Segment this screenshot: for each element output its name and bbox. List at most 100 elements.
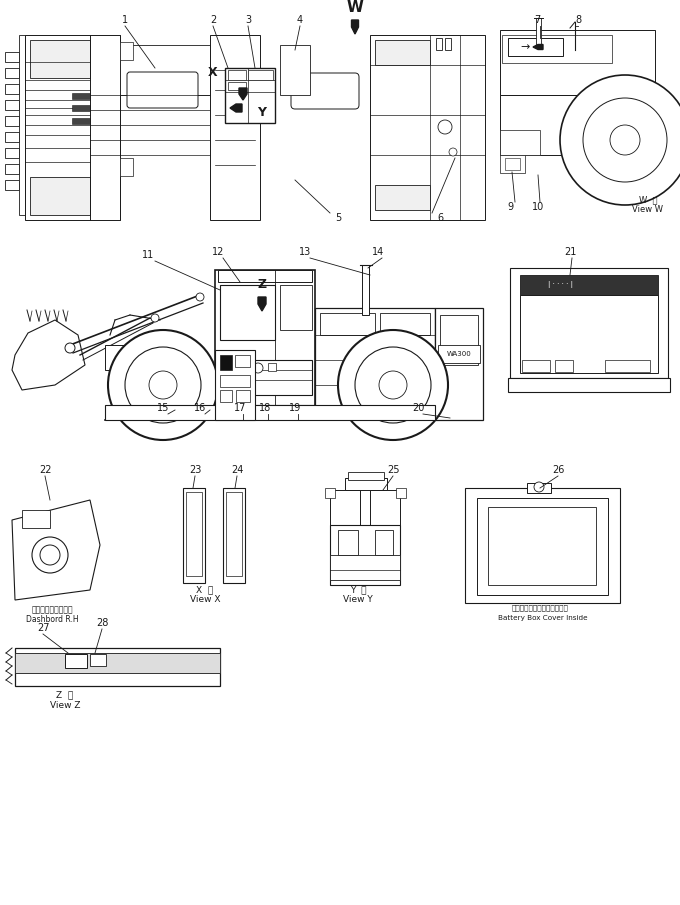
Circle shape xyxy=(355,347,431,423)
Bar xyxy=(30,177,90,215)
Text: 5: 5 xyxy=(335,213,341,223)
Circle shape xyxy=(253,363,263,373)
Bar xyxy=(438,345,480,363)
Text: WA300: WA300 xyxy=(447,351,471,357)
Circle shape xyxy=(149,371,177,399)
Bar xyxy=(370,490,400,525)
Bar xyxy=(505,158,520,170)
Bar xyxy=(5,52,19,62)
Circle shape xyxy=(449,148,457,156)
Bar xyxy=(220,355,232,370)
Bar xyxy=(500,155,525,173)
Bar xyxy=(500,95,580,155)
Bar xyxy=(330,525,400,585)
Text: 24: 24 xyxy=(231,465,243,475)
Circle shape xyxy=(338,330,448,440)
Bar xyxy=(236,390,250,402)
Text: 26: 26 xyxy=(551,465,564,475)
Bar xyxy=(508,38,563,56)
Bar xyxy=(120,42,133,60)
Bar xyxy=(65,654,87,668)
Bar xyxy=(15,648,220,686)
Text: 6: 6 xyxy=(437,213,443,223)
Bar xyxy=(338,530,358,555)
Text: 8: 8 xyxy=(575,15,581,25)
Text: →: → xyxy=(520,42,530,52)
Bar xyxy=(228,82,246,90)
Text: 15: 15 xyxy=(157,403,169,413)
Bar xyxy=(320,313,375,335)
Bar xyxy=(5,148,19,158)
Bar xyxy=(218,270,312,282)
Text: 27: 27 xyxy=(37,623,49,633)
FancyArrow shape xyxy=(258,297,266,311)
Bar xyxy=(235,355,250,367)
Bar xyxy=(186,492,202,576)
FancyArrow shape xyxy=(230,104,242,112)
Bar xyxy=(120,45,210,95)
Text: ダッシュボード右側: ダッシュボード右側 xyxy=(31,605,73,614)
Bar xyxy=(436,38,442,50)
Text: 16: 16 xyxy=(194,403,206,413)
Bar xyxy=(22,510,50,528)
Bar xyxy=(488,507,596,585)
Text: 3: 3 xyxy=(245,15,251,25)
Text: 20: 20 xyxy=(412,403,424,413)
Bar xyxy=(370,35,485,220)
Bar xyxy=(520,275,658,295)
Bar xyxy=(30,40,90,78)
Bar xyxy=(225,68,275,123)
Bar xyxy=(5,116,19,126)
FancyArrow shape xyxy=(352,20,358,34)
Bar xyxy=(280,285,312,330)
Bar xyxy=(508,378,670,392)
Text: Z: Z xyxy=(258,279,267,291)
Bar xyxy=(520,295,658,373)
Bar xyxy=(555,360,573,372)
Text: 12: 12 xyxy=(211,247,224,257)
Text: View Y: View Y xyxy=(343,595,373,605)
Circle shape xyxy=(151,314,159,322)
Text: View X: View X xyxy=(190,595,220,605)
Bar xyxy=(522,360,550,372)
Bar xyxy=(25,35,120,220)
Bar xyxy=(375,185,430,210)
Text: 17: 17 xyxy=(234,403,246,413)
Bar xyxy=(477,498,608,595)
Bar xyxy=(72,118,90,124)
Text: 13: 13 xyxy=(299,247,311,257)
Bar xyxy=(435,308,483,420)
Text: 9: 9 xyxy=(507,202,513,212)
Text: W: W xyxy=(347,1,363,15)
Bar xyxy=(215,270,315,410)
Bar xyxy=(502,35,612,63)
Bar xyxy=(228,70,246,80)
Bar xyxy=(5,68,19,78)
Circle shape xyxy=(379,371,407,399)
Bar xyxy=(330,555,400,580)
Text: X  視: X 視 xyxy=(197,586,214,595)
Bar xyxy=(527,483,551,493)
FancyArrow shape xyxy=(533,44,543,50)
Bar xyxy=(465,488,620,603)
Text: 2: 2 xyxy=(210,15,216,25)
Text: View W: View W xyxy=(632,205,664,214)
Bar xyxy=(345,478,387,490)
Bar xyxy=(280,45,310,95)
Circle shape xyxy=(534,482,544,492)
Text: W  視: W 視 xyxy=(639,195,658,205)
Bar xyxy=(268,363,276,371)
Bar xyxy=(90,654,106,666)
Text: 4: 4 xyxy=(297,15,303,25)
Circle shape xyxy=(125,347,201,423)
Text: X: X xyxy=(208,65,218,79)
FancyBboxPatch shape xyxy=(127,72,198,108)
Text: | · · · · |: | · · · · | xyxy=(547,281,573,289)
Text: 22: 22 xyxy=(39,465,51,475)
Bar xyxy=(210,35,260,220)
Text: 19: 19 xyxy=(289,403,301,413)
Bar xyxy=(510,268,668,378)
Circle shape xyxy=(40,545,60,565)
Circle shape xyxy=(438,120,452,134)
Text: 23: 23 xyxy=(189,465,201,475)
